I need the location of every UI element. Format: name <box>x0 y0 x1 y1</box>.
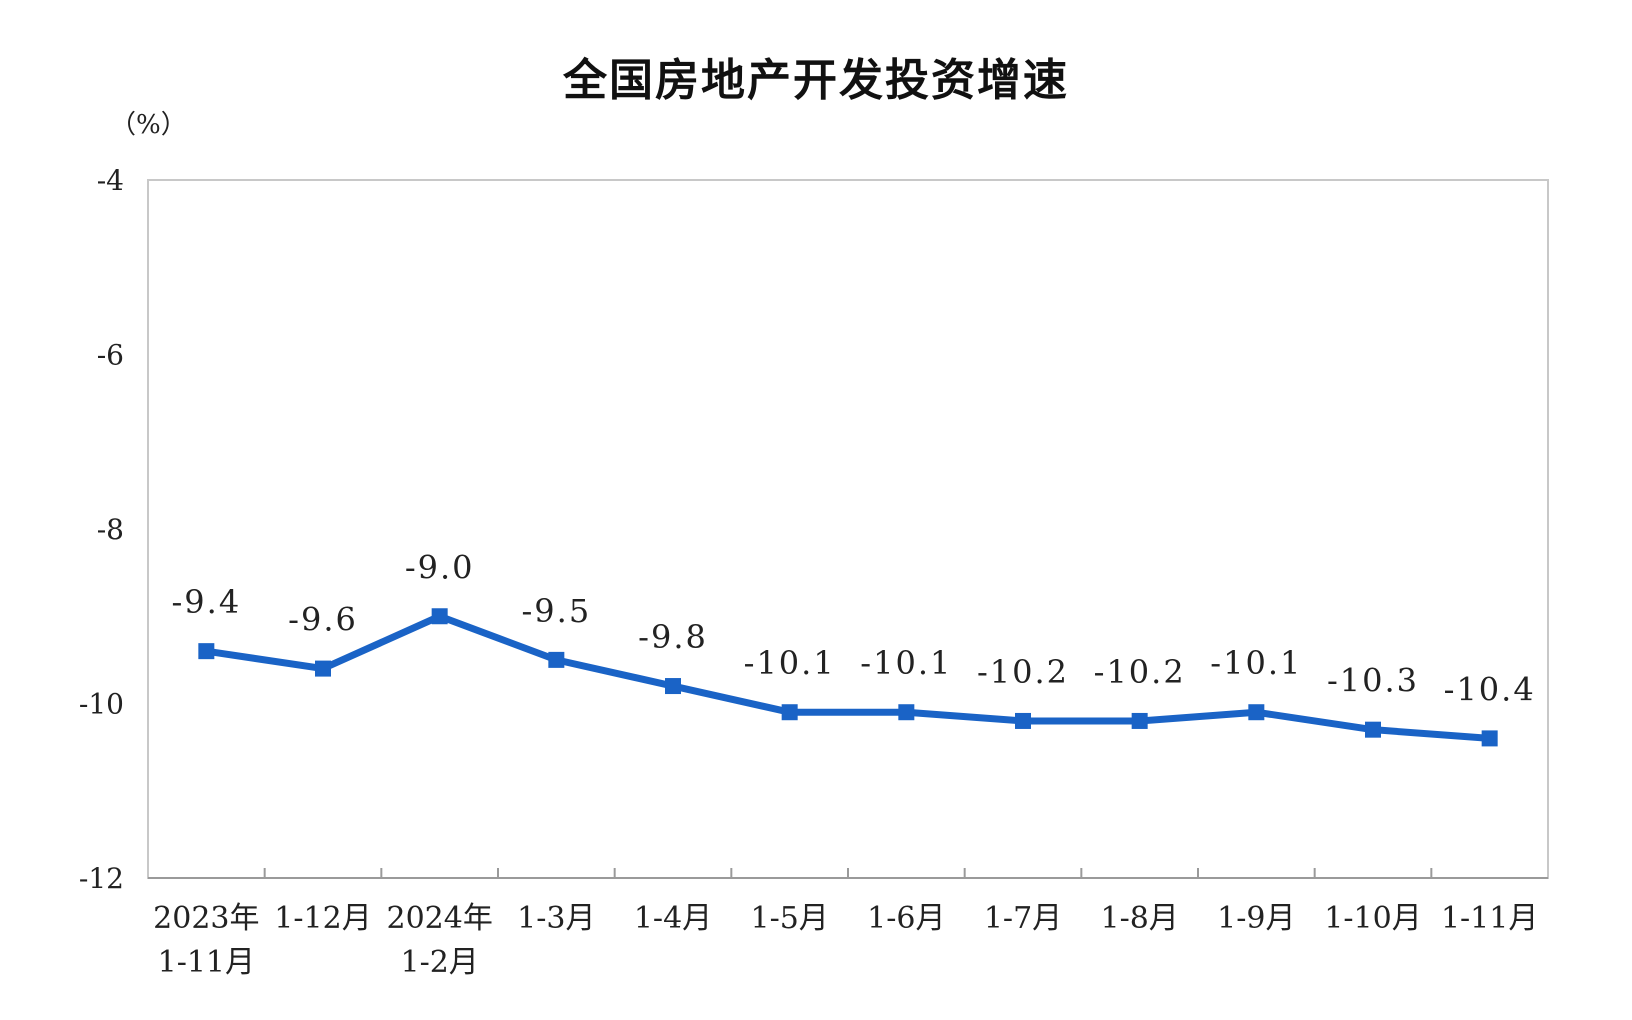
data-point-marker <box>1248 704 1265 721</box>
x-category-label: 1-9月 <box>1217 901 1295 936</box>
data-label: -10.2 <box>1094 653 1186 691</box>
series-line <box>202 612 1494 742</box>
x-category-label: 1-7月 <box>984 901 1062 936</box>
y-tick-label: -12 <box>79 862 124 895</box>
x-category-label: 1-2月 <box>401 945 479 980</box>
x-category-label: 1-4月 <box>634 901 712 936</box>
y-tick-label: -10 <box>79 688 124 721</box>
data-point-marker <box>665 678 681 695</box>
y-axis-unit-label: （%） <box>110 110 187 140</box>
x-category-label: 1-6月 <box>867 901 945 936</box>
data-label: -10.4 <box>1444 670 1536 708</box>
data-label: -10.2 <box>977 653 1069 691</box>
chart-title: 全国房地产开发投资增速 <box>563 55 1069 106</box>
data-point-marker <box>898 704 915 721</box>
y-tick-label: -8 <box>97 513 124 546</box>
data-label: -10.1 <box>860 644 952 682</box>
data-point-marker <box>1365 721 1381 738</box>
x-category-label: 1-12月 <box>274 901 371 936</box>
x-category-label: 1-3月 <box>517 901 595 936</box>
data-point-marker <box>198 643 215 660</box>
data-label: -10.3 <box>1327 662 1419 700</box>
data-point-marker <box>431 608 448 625</box>
data-point-marker <box>781 704 798 721</box>
data-point-marker <box>1481 730 1498 747</box>
y-tick-label: -6 <box>97 339 124 372</box>
data-label: -9.8 <box>638 618 708 656</box>
x-category-label: 1-11月 <box>1441 901 1538 936</box>
data-label: -10.1 <box>1210 644 1302 682</box>
data-point-marker <box>1015 712 1031 729</box>
y-tick-label: -4 <box>97 164 124 197</box>
x-category-label: 2024年 <box>386 901 492 936</box>
x-category-label: 1-8月 <box>1101 901 1179 936</box>
data-label: -9.6 <box>288 601 358 639</box>
data-point-marker <box>315 660 331 677</box>
x-category-label: 2023年 <box>153 901 259 936</box>
data-label: -9.0 <box>405 548 475 586</box>
x-category-label: 1-10月 <box>1324 901 1421 936</box>
data-label: -10.1 <box>744 644 836 682</box>
x-category-label: 1-5月 <box>751 901 829 936</box>
plot-area-frame <box>147 179 1549 879</box>
x-category-label: 1-11月 <box>158 945 255 980</box>
data-label: -9.5 <box>521 592 591 630</box>
data-point-marker <box>548 651 565 668</box>
data-label: -9.4 <box>171 583 241 621</box>
data-point-marker <box>1131 712 1148 729</box>
